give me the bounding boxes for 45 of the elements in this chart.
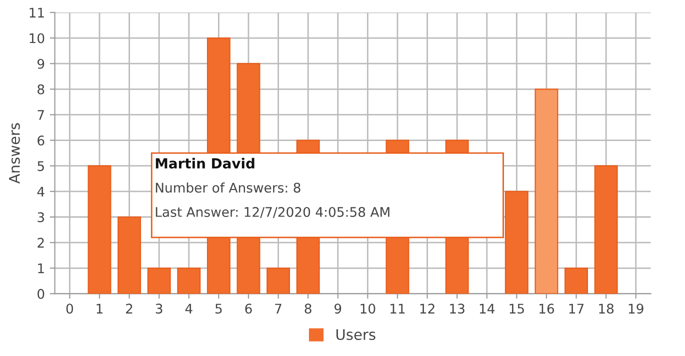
- x-tick-label: 13: [450, 304, 464, 314]
- annotation: Martin David: [156, 158, 254, 169]
- y-tick-label: 3: [38, 212, 44, 222]
- bar: [266, 268, 290, 294]
- y-tick-label: 1: [38, 264, 44, 274]
- y-tick-label: 2: [38, 238, 44, 248]
- x-tick-label: 1: [96, 304, 102, 314]
- x-tick-label: 0: [66, 304, 74, 314]
- x-tick-label: 3: [156, 304, 162, 314]
- x-tick-label: 19: [628, 304, 644, 314]
- bar: [177, 268, 201, 294]
- y-tick-label: 6: [38, 136, 44, 146]
- x-tick-label: 8: [304, 304, 312, 314]
- x-tick-label: 4: [185, 304, 192, 314]
- bar: [88, 165, 112, 294]
- bar: [118, 216, 142, 294]
- x-tick-label: 16: [540, 304, 554, 314]
- x-tick-label: 10: [360, 304, 376, 314]
- bar: [594, 165, 618, 294]
- y-tick-label: 4: [37, 186, 44, 196]
- x-tick-label: 11: [390, 304, 405, 314]
- bar: [534, 88, 558, 294]
- x-tick-label: 2: [126, 304, 132, 314]
- x-tick-label: 5: [216, 304, 222, 314]
- y-tick-label: 5: [38, 161, 44, 172]
- x-tick-label: 6: [245, 304, 252, 314]
- y-tick-label: 11: [30, 8, 44, 18]
- x-tick-label: 17: [569, 304, 584, 314]
- y-tick-label: 0: [38, 288, 44, 299]
- bar: [564, 268, 588, 294]
- x-tick-label: 12: [420, 304, 434, 314]
- x-tick-label: 18: [599, 304, 614, 314]
- x-tick-label: 7: [275, 304, 282, 314]
- x-tick-label: 15: [510, 304, 524, 314]
- annotation: Number of Answers: 8: [156, 182, 300, 193]
- legend-label: Users: [336, 329, 376, 340]
- y-tick-label: 8: [38, 84, 44, 94]
- y-tick-label: 10: [30, 33, 44, 44]
- x-tick-label: 9: [334, 304, 342, 314]
- annotation: Last Answer: 12/7/2020 4:05:58 AM: [156, 207, 390, 218]
- x-tick-label: 14: [480, 304, 495, 314]
- y-axis-title: Answers: [9, 123, 20, 184]
- bar: [147, 268, 171, 294]
- y-tick-label: 9: [38, 58, 44, 69]
- y-tick-label: 7: [38, 110, 44, 120]
